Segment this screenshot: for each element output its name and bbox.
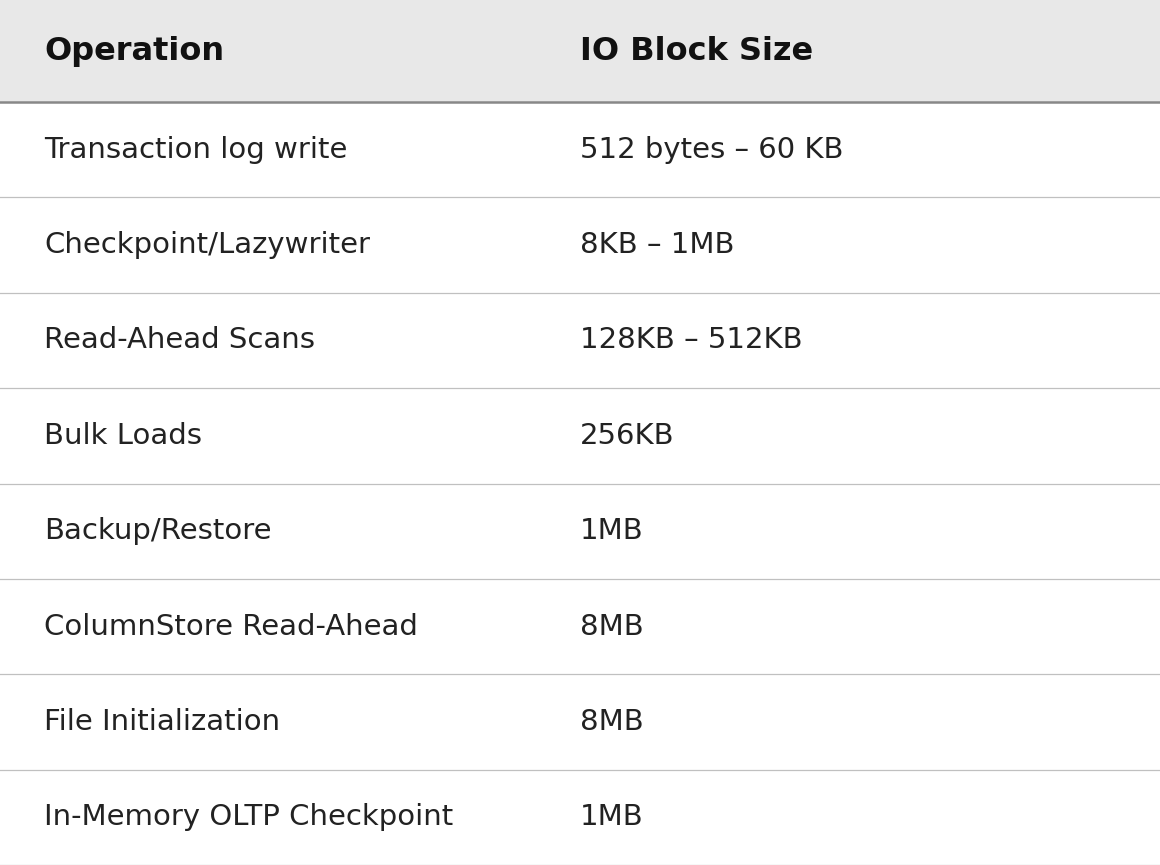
Text: Operation: Operation — [44, 35, 224, 67]
Text: 8KB – 1MB: 8KB – 1MB — [580, 231, 734, 260]
Bar — [0, 388, 1160, 484]
Text: 8MB: 8MB — [580, 708, 644, 736]
Text: Read-Ahead Scans: Read-Ahead Scans — [44, 326, 316, 355]
Text: 512 bytes – 60 KB: 512 bytes – 60 KB — [580, 136, 843, 163]
Text: Transaction log write: Transaction log write — [44, 136, 348, 163]
Text: ColumnStore Read-Ahead: ColumnStore Read-Ahead — [44, 612, 418, 641]
Bar — [0, 292, 1160, 388]
Bar — [0, 770, 1160, 865]
Bar — [0, 197, 1160, 292]
Bar — [0, 675, 1160, 770]
Text: 8MB: 8MB — [580, 612, 644, 641]
Text: 1MB: 1MB — [580, 517, 644, 545]
Text: 256KB: 256KB — [580, 422, 675, 450]
Text: Backup/Restore: Backup/Restore — [44, 517, 271, 545]
Text: File Initialization: File Initialization — [44, 708, 281, 736]
Text: In-Memory OLTP Checkpoint: In-Memory OLTP Checkpoint — [44, 804, 454, 831]
Bar — [0, 579, 1160, 675]
Bar — [0, 0, 1160, 102]
Text: Bulk Loads: Bulk Loads — [44, 422, 202, 450]
Text: 128KB – 512KB: 128KB – 512KB — [580, 326, 803, 355]
Text: IO Block Size: IO Block Size — [580, 35, 813, 67]
Bar — [0, 484, 1160, 579]
Text: 1MB: 1MB — [580, 804, 644, 831]
Text: Checkpoint/Lazywriter: Checkpoint/Lazywriter — [44, 231, 370, 260]
Bar — [0, 102, 1160, 197]
